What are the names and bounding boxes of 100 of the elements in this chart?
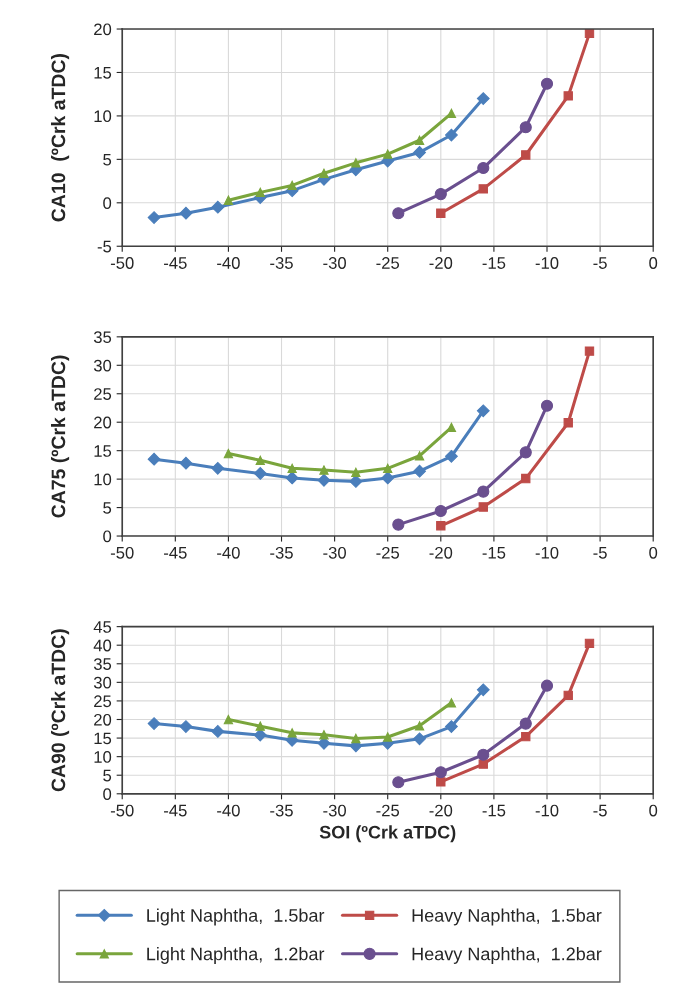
x-tick-label: -50	[110, 804, 134, 817]
point	[319, 465, 329, 475]
point	[413, 464, 426, 478]
x-tick-label: -30	[323, 257, 346, 269]
point	[351, 467, 361, 477]
y-axis-title: CA90 (ºCrk aTDC)	[51, 629, 70, 792]
y-tick-label: 15	[94, 67, 112, 79]
point	[253, 467, 267, 480]
x-tick-label: -5	[593, 804, 607, 817]
y-tick-label: 30	[93, 676, 112, 689]
x-tick-label: -35	[270, 257, 293, 269]
point	[285, 471, 299, 485]
point	[519, 446, 532, 459]
point	[223, 448, 234, 459]
point	[584, 346, 595, 356]
point	[521, 150, 531, 160]
point	[414, 721, 425, 731]
y-tick-label: 5	[103, 502, 112, 514]
y-tick-label: 0	[103, 197, 112, 210]
point	[434, 188, 447, 201]
point	[476, 404, 490, 418]
y-tick-label: 10	[94, 473, 112, 486]
y-tick-label: 20	[94, 416, 112, 429]
x-tick-label: -30	[323, 804, 346, 817]
x-tick-label: -10	[535, 546, 559, 559]
point	[434, 504, 447, 518]
y-tick-label: 25	[94, 388, 112, 400]
point	[211, 200, 225, 214]
point	[540, 399, 554, 412]
x-tick-label: -15	[482, 804, 506, 817]
x-tick-label: -20	[429, 257, 453, 269]
point	[434, 766, 447, 779]
point	[179, 720, 193, 733]
x-tick-label: -10	[535, 804, 559, 817]
x-tick-label: 0	[649, 804, 658, 817]
point	[392, 518, 405, 531]
point	[477, 161, 490, 175]
point	[287, 463, 297, 473]
point	[477, 748, 490, 761]
point	[319, 168, 329, 178]
x-tick-label: -5	[593, 257, 607, 269]
y-tick-label: 35	[93, 331, 112, 344]
x-tick-label: -45	[164, 547, 187, 559]
y-tick-label: -5	[97, 240, 112, 253]
legend-label: Light Naphtha, 1.2bar	[147, 947, 325, 964]
x-tick-label: -50	[110, 257, 134, 269]
point	[211, 461, 225, 475]
point	[519, 121, 532, 134]
x-tick-label: -15	[482, 257, 506, 269]
point	[179, 206, 193, 220]
legend-label: Heavy Naphtha, 1.5bar	[412, 908, 602, 926]
x-tick-label: -50	[110, 546, 134, 559]
point	[446, 698, 457, 708]
x-tick-label: -25	[376, 257, 400, 269]
y-tick-label: 45	[93, 621, 112, 633]
point	[179, 456, 193, 470]
x-tick-label: -45	[164, 804, 187, 817]
y-axis-title: CA10 (ºCrk aTDC)	[51, 54, 70, 222]
y-tick-label: 5	[103, 769, 112, 782]
point	[436, 777, 446, 787]
point	[521, 473, 531, 484]
point	[287, 180, 297, 191]
x-tick-label: -25	[376, 546, 400, 559]
point	[584, 638, 595, 649]
x-axis-title: SOI (ºCrk aTDC)	[319, 825, 456, 843]
x-tick-label: -20	[429, 546, 453, 559]
point	[211, 724, 225, 738]
y-tick-label: 5	[103, 153, 112, 166]
legend-label: Light Naphtha, 1.5bar	[147, 908, 325, 926]
point	[478, 502, 488, 512]
point	[445, 128, 458, 142]
point	[351, 158, 361, 168]
x-tick-label: -30	[323, 546, 346, 559]
x-tick-label: -15	[482, 547, 506, 559]
x-tick-label: -35	[270, 804, 293, 817]
x-tick-label: -10	[535, 257, 559, 269]
y-tick-label: 15	[94, 732, 112, 745]
point	[287, 728, 297, 738]
y-tick-label: 10	[94, 751, 112, 763]
y-tick-label: 40	[93, 639, 112, 652]
point	[255, 721, 265, 731]
x-tick-label: -40	[217, 804, 240, 817]
y-tick-label: 20	[94, 713, 112, 726]
point	[413, 146, 426, 159]
point	[319, 730, 329, 740]
point	[519, 717, 532, 730]
point	[563, 91, 573, 101]
point	[563, 690, 573, 701]
point	[383, 732, 393, 742]
y-tick-label: 10	[94, 110, 112, 123]
point	[317, 473, 331, 487]
y-tick-label: 15	[94, 445, 112, 457]
point	[414, 451, 425, 461]
x-tick-label: -40	[217, 257, 240, 269]
point	[147, 717, 161, 730]
point	[478, 184, 488, 194]
point	[476, 683, 490, 697]
point	[147, 452, 161, 466]
point	[436, 521, 446, 531]
point	[351, 733, 361, 744]
